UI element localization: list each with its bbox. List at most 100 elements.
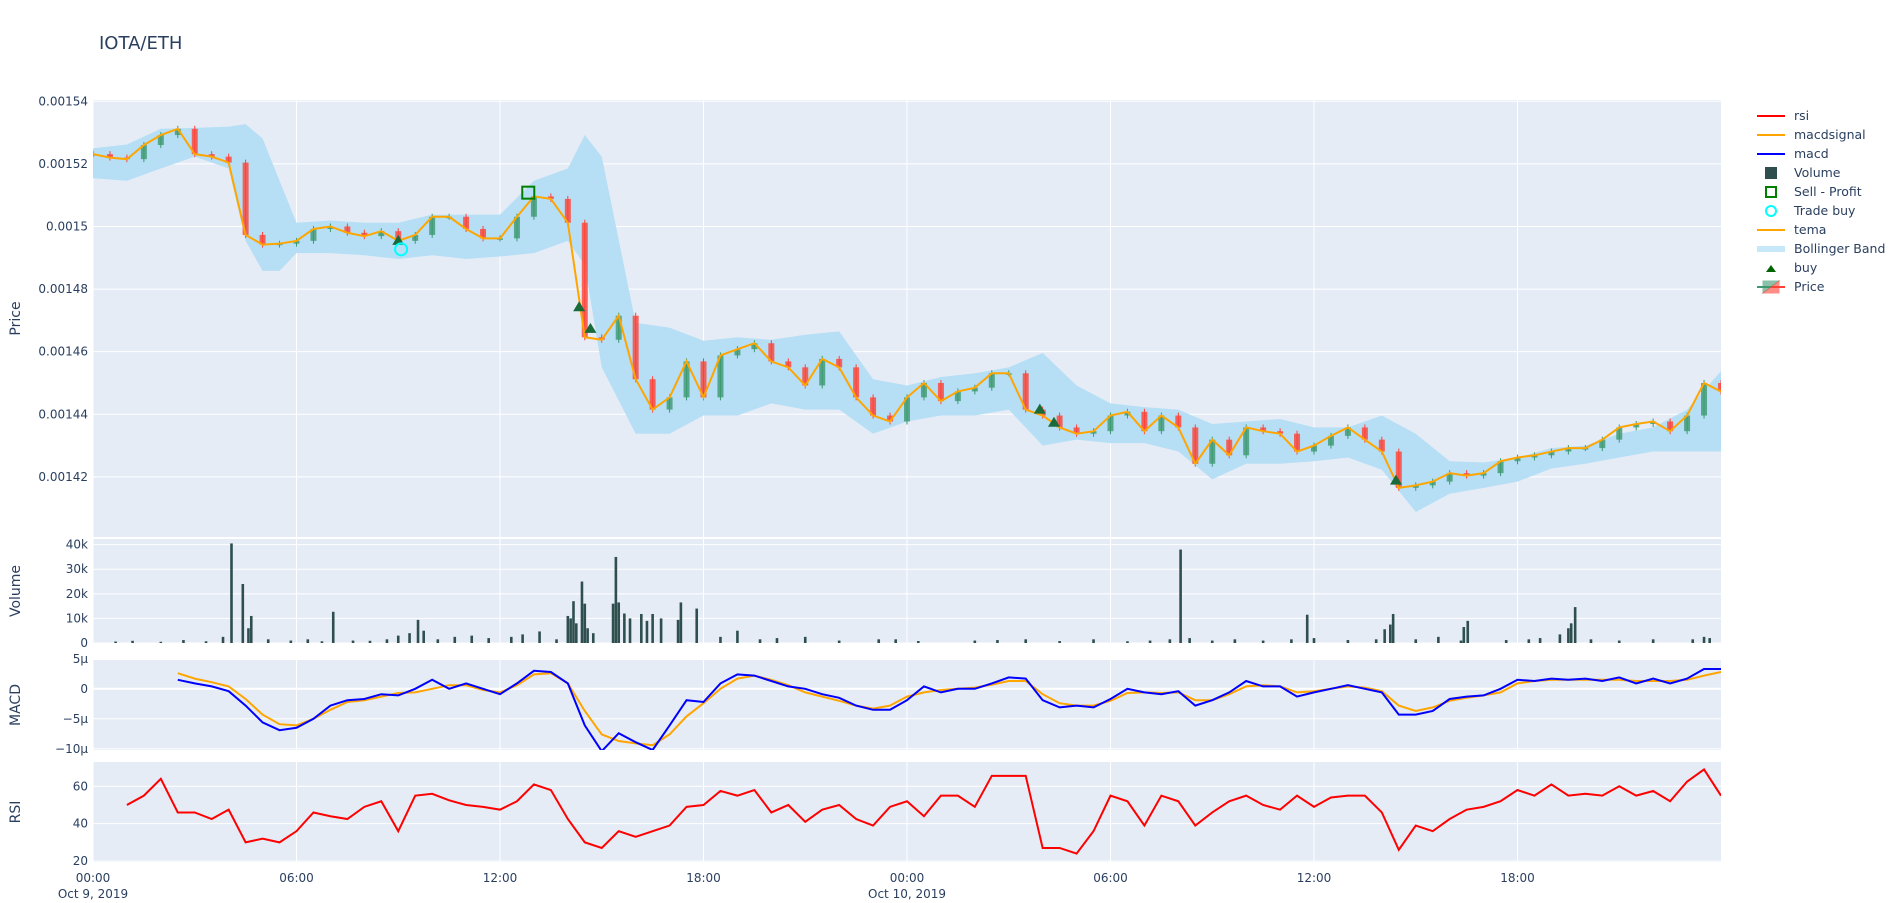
- candle: [1463, 473, 1470, 476]
- legend-label: macdsignal: [1794, 127, 1866, 142]
- volume-bar: [249, 615, 253, 643]
- legend-item-rsi[interactable]: rsi: [1756, 106, 1885, 125]
- volume-bar: [1383, 629, 1386, 643]
- legend-triangle-up-icon: [1766, 264, 1776, 272]
- candle: [666, 397, 673, 410]
- candle: [191, 128, 198, 155]
- volume-bar: [837, 640, 841, 643]
- x-tick-label: 00:00: [890, 871, 925, 885]
- candle: [1073, 427, 1080, 434]
- volume-bar: [1148, 640, 1152, 643]
- legend-item-macdsignal[interactable]: macdsignal: [1756, 125, 1885, 144]
- volume-bar: [996, 640, 999, 643]
- legend-line-icon: [1757, 133, 1785, 136]
- legend-item-volume[interactable]: Volume: [1756, 163, 1885, 182]
- x-tick-label: 06:00: [279, 871, 314, 885]
- volume-bar: [1504, 640, 1508, 643]
- candle: [819, 358, 826, 386]
- candle: [1022, 373, 1029, 410]
- candle: [1446, 473, 1453, 482]
- candle: [208, 154, 215, 157]
- volume-bar: [266, 639, 270, 643]
- volume-bar: [131, 640, 134, 643]
- macdsignal-line: [177, 671, 1721, 747]
- candle: [632, 315, 639, 380]
- volume-bar: [521, 634, 524, 643]
- volume-y-tick-label: 30k: [66, 562, 88, 576]
- volume-bar: [1391, 613, 1395, 643]
- volume-y-tick-label: 40k: [66, 538, 88, 552]
- volume-bar: [973, 640, 977, 643]
- price-y-tick-label: 0.00154: [38, 94, 88, 108]
- legend-label: macd: [1794, 146, 1829, 161]
- macd-line: [177, 668, 1721, 750]
- legend-item-buy[interactable]: buy: [1756, 258, 1885, 277]
- volume-bar: [651, 613, 654, 643]
- volume-bar: [289, 640, 293, 643]
- trade-buy-marker: [394, 242, 409, 257]
- volume-bar: [385, 639, 389, 643]
- candle: [1599, 439, 1606, 449]
- candle: [1226, 439, 1233, 456]
- volume-bar: [628, 618, 632, 643]
- candle: [1243, 427, 1250, 456]
- volume-bar: [1466, 620, 1470, 643]
- price-y-tick-label: 0.00146: [38, 345, 88, 359]
- volume-bar: [1589, 639, 1593, 643]
- buy-marker: [1047, 416, 1060, 427]
- candle: [920, 382, 927, 398]
- volume-bar: [470, 635, 474, 643]
- volume-bar: [368, 640, 372, 643]
- buy-marker: [573, 301, 586, 312]
- candle: [988, 373, 995, 388]
- legend-label: Trade buy: [1794, 203, 1856, 218]
- candle: [1141, 411, 1148, 432]
- candle: [1514, 457, 1521, 462]
- volume-bar: [351, 640, 355, 643]
- volume-bar: [247, 628, 250, 643]
- volume-bar: [645, 620, 649, 643]
- legend-label: Price: [1794, 279, 1825, 294]
- candle: [785, 361, 792, 368]
- volume-bar: [1569, 623, 1573, 643]
- volume-bar: [659, 618, 663, 643]
- macd-y-tick-label: 5μ: [73, 652, 89, 666]
- volume-bar: [221, 636, 225, 643]
- buy-marker: [584, 322, 597, 333]
- candle: [717, 355, 724, 398]
- volume-bar: [586, 628, 589, 643]
- candle: [327, 226, 334, 229]
- candle: [174, 128, 181, 136]
- volume-bar: [1024, 639, 1028, 643]
- volume-bar: [1058, 641, 1061, 643]
- legend-item-sell-profit[interactable]: Sell - Profit: [1756, 182, 1885, 201]
- candle: [870, 397, 877, 416]
- rsi-plot: [126, 768, 1721, 855]
- candle: [954, 391, 961, 402]
- volume-bar: [114, 641, 117, 643]
- volume-bar: [719, 636, 722, 643]
- legend-item-price[interactable]: Price: [1756, 277, 1885, 296]
- volume-bar: [306, 639, 310, 643]
- candle: [1667, 421, 1674, 432]
- candle: [547, 196, 554, 199]
- candle: [1412, 485, 1419, 488]
- x-tick-label: 06:00: [1093, 871, 1128, 885]
- volume-bar: [583, 603, 587, 643]
- candle: [768, 343, 775, 362]
- legend-item-macd[interactable]: macd: [1756, 144, 1885, 163]
- legend-item-trade-buy[interactable]: Trade buy: [1756, 201, 1885, 220]
- legend-item-tema[interactable]: tema: [1756, 220, 1885, 239]
- candle: [649, 379, 656, 410]
- candle: [480, 228, 487, 239]
- volume-bar: [1437, 636, 1440, 643]
- legend: rsi macdsignal macd Volume Sell - Profit Trad…: [1756, 106, 1885, 296]
- candle: [1344, 427, 1351, 436]
- volume-bar: [408, 633, 411, 643]
- volume-y-tick-label: 20k: [66, 587, 88, 601]
- volume-bar: [617, 602, 621, 643]
- legend-item-bollinger-band[interactable]: Bollinger Band: [1756, 239, 1885, 258]
- candle: [1480, 473, 1487, 476]
- candle: [1548, 451, 1555, 456]
